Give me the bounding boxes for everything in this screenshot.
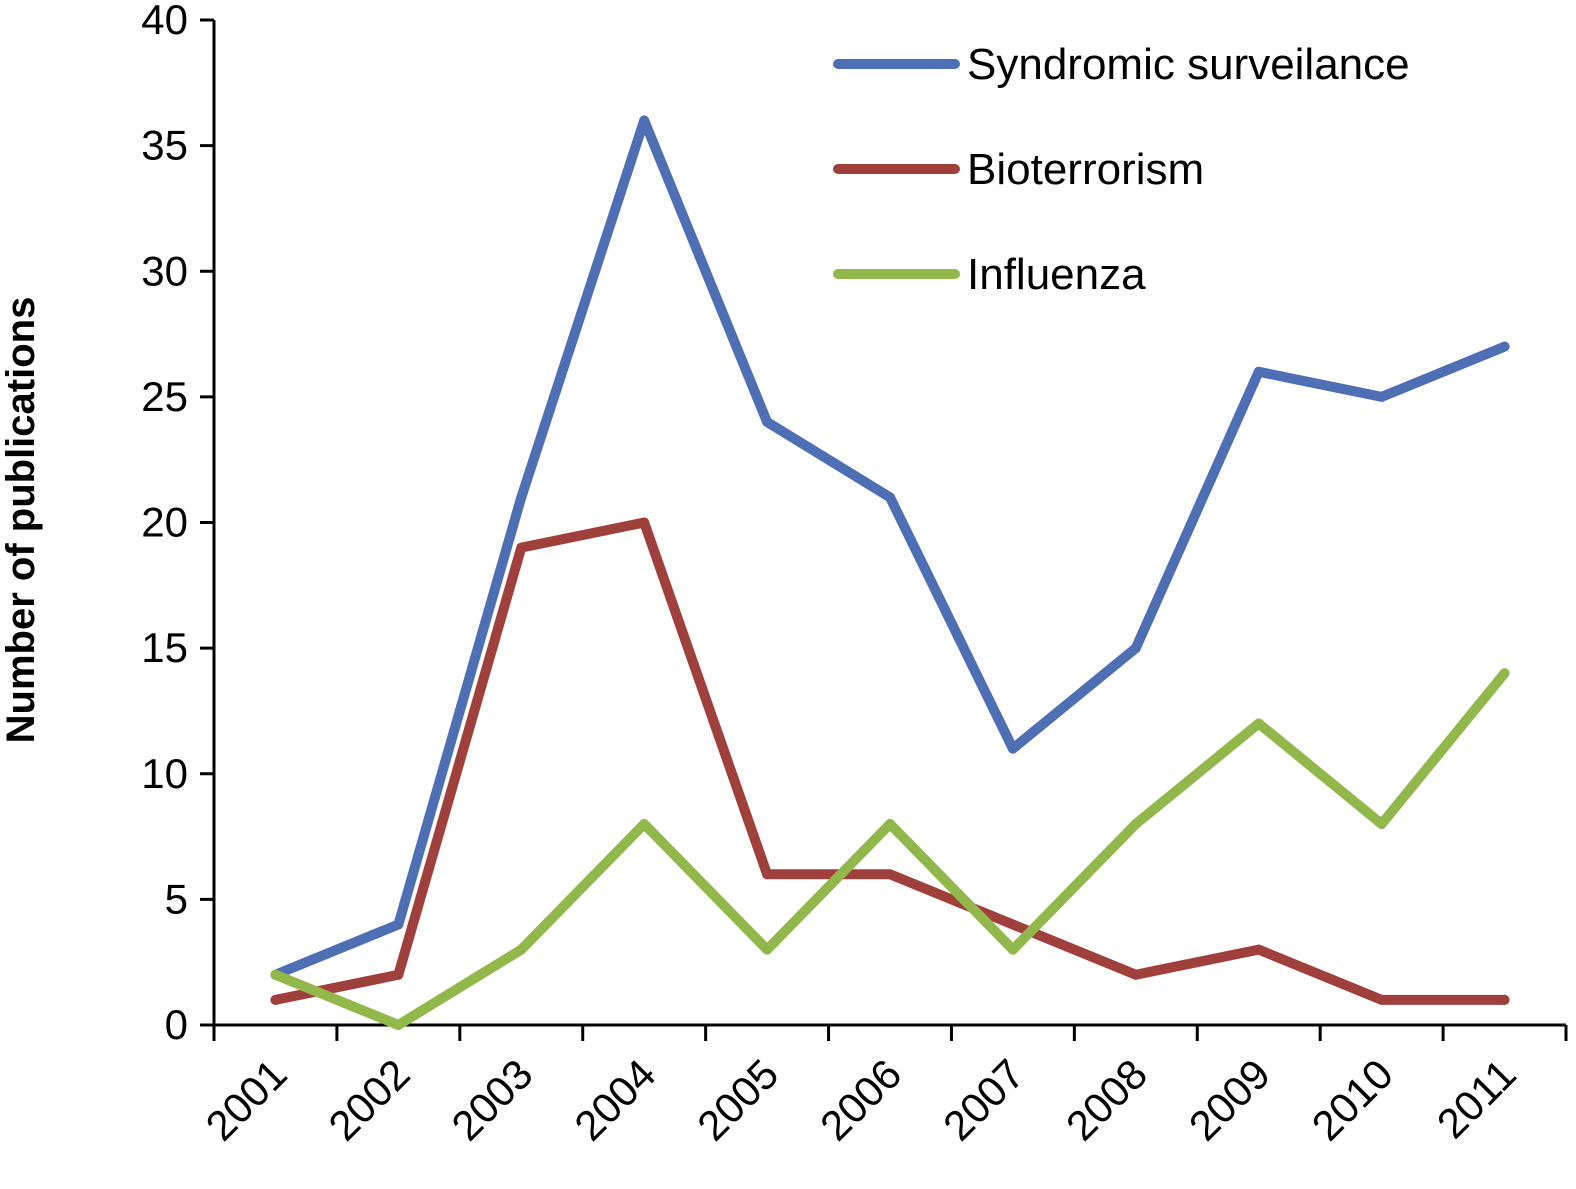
data-point [1130, 819, 1141, 829]
data-point [762, 944, 773, 955]
data-point [1253, 366, 1264, 377]
y-tick-label: 40 [141, 0, 188, 43]
data-point [393, 1020, 404, 1030]
y-tick-label: 10 [141, 750, 188, 797]
series-lines [270, 115, 1510, 1030]
data-point [762, 417, 773, 427]
data-point [1499, 994, 1510, 1005]
y-tick-label: 5 [165, 875, 188, 922]
data-point [639, 819, 650, 829]
data-point [885, 819, 895, 829]
legend-label: Bioterrorism [967, 145, 1204, 194]
x-tick-label: 2002 [319, 1050, 418, 1149]
x-tick-label: 2003 [442, 1050, 541, 1149]
legend-label: Syndromic surveilance [967, 40, 1410, 89]
data-point [1253, 718, 1264, 729]
data-point [639, 115, 650, 126]
x-tick-label: 2010 [1303, 1050, 1402, 1149]
x-tick-label: 2011 [1428, 1050, 1525, 1147]
x-tick-label: 2005 [688, 1050, 787, 1149]
data-point [885, 869, 895, 880]
x-tick-label: 2004 [565, 1050, 664, 1149]
data-point [270, 994, 281, 1005]
data-point [1499, 668, 1510, 679]
data-point [270, 969, 281, 980]
data-point [1499, 341, 1510, 352]
data-point [393, 969, 404, 980]
data-point [762, 869, 773, 880]
x-tick-label: 2001 [197, 1050, 296, 1149]
y-axis: 0 5 10 15 20 25 30 35 40 [141, 0, 216, 1048]
y-tick-label: 30 [141, 247, 188, 294]
data-point [1007, 743, 1018, 754]
y-axis-title: Number of publications [0, 297, 43, 744]
data-point [1376, 391, 1387, 402]
y-tick-label: 15 [141, 624, 188, 671]
data-point [1253, 944, 1264, 955]
data-point [393, 919, 404, 930]
y-tick-label: 35 [141, 122, 188, 169]
data-point [516, 492, 527, 503]
data-point [1376, 994, 1387, 1005]
series-line-1 [270, 517, 1510, 1005]
data-point [516, 944, 527, 955]
y-tick-label: 20 [141, 499, 188, 546]
data-point [885, 492, 895, 503]
data-point [639, 517, 650, 528]
y-tick-label: 25 [141, 373, 188, 420]
data-point [1130, 643, 1141, 654]
data-point [1376, 819, 1387, 829]
x-tick-label: 2006 [811, 1050, 910, 1149]
legend-label: Influenza [967, 250, 1146, 299]
x-axis: 2001 2002 2003 2004 2005 2006 2007 2008 2009 2010… [197, 1023, 1568, 1149]
data-point [516, 542, 527, 553]
data-point [1007, 944, 1018, 955]
data-point [1007, 919, 1018, 930]
series-line-0 [270, 115, 1510, 980]
x-tick-label: 2008 [1057, 1050, 1156, 1149]
y-tick-label: 0 [165, 1001, 188, 1048]
legend: Syndromic surveilance Bioterrorism Influen… [833, 40, 1410, 299]
x-tick-label: 2007 [934, 1050, 1033, 1149]
data-point [1130, 969, 1141, 980]
x-tick-label: 2009 [1180, 1050, 1279, 1149]
